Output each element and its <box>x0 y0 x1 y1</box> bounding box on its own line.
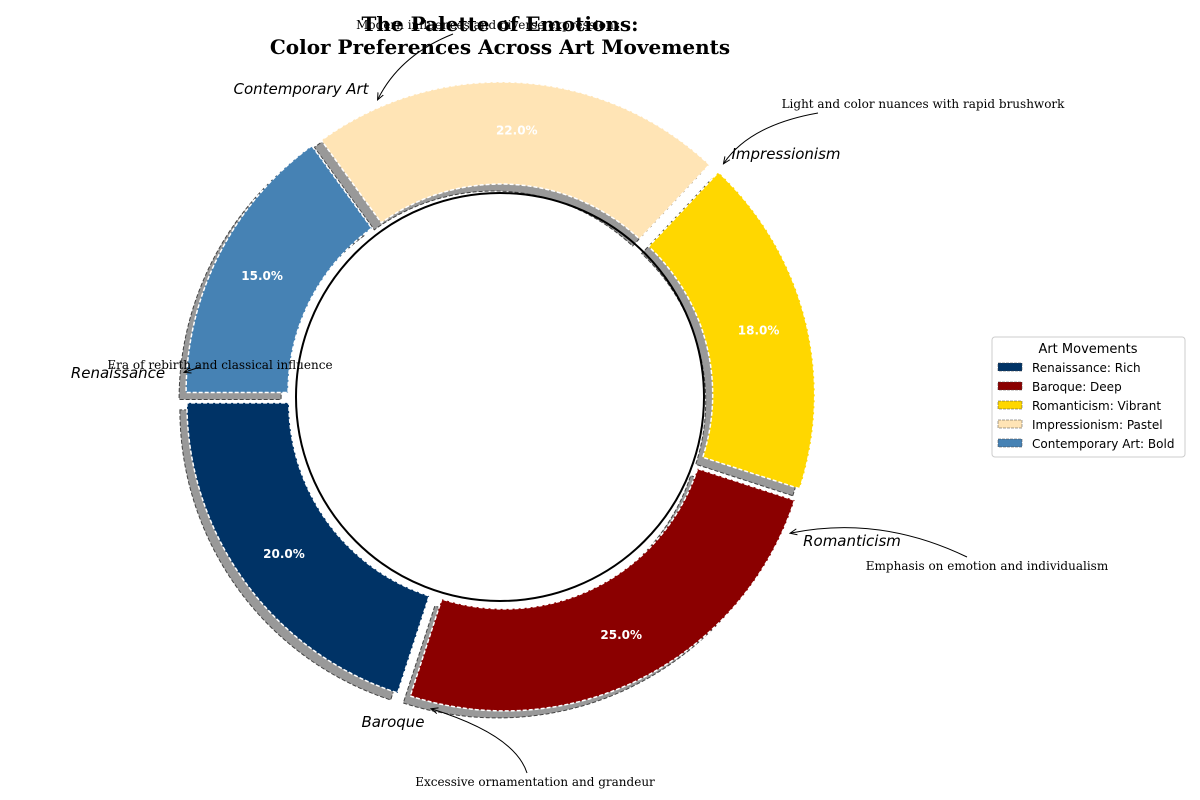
legend-swatch-0 <box>997 362 1023 372</box>
slice-romanticism[interactable] <box>647 171 816 490</box>
annotation-renaissance: Era of rebirth and classical influence <box>107 358 332 372</box>
legend: Art Movements Renaissance: Rich Baroque: … <box>991 336 1186 458</box>
legend-label-0: Renaissance: Rich <box>1032 361 1141 375</box>
legend-box <box>991 336 1186 458</box>
chart-title-line-1: The Palette of Emotions: <box>361 12 638 36</box>
annotation-contemporary-art: Modern influences and diverse expression… <box>356 18 620 32</box>
annotation-arrow-baroque <box>432 709 528 774</box>
legend-swatch-4 <box>997 438 1023 448</box>
slice-contemporary-art[interactable] <box>185 144 373 394</box>
legend-label-1: Baroque: Deep <box>1032 380 1122 394</box>
legend-label-3: Impressionism: Pastel <box>1032 418 1163 432</box>
slice-baroque[interactable] <box>409 467 796 712</box>
slice-impressionism[interactable] <box>320 81 711 241</box>
legend-label-4: Contemporary Art: Bold <box>1032 437 1174 451</box>
legend-swatch-2 <box>997 400 1023 410</box>
legend-swatch-3 <box>997 419 1023 429</box>
category-label-contemporary-art: Contemporary Art <box>233 80 369 98</box>
pct-label-romanticism: 18.0% <box>738 324 780 338</box>
legend-swatch-1 <box>997 381 1023 391</box>
legend-title: Art Movements <box>1038 342 1137 357</box>
pct-label-renaissance: 20.0% <box>263 547 305 561</box>
pct-label-contemporary-art: 15.0% <box>241 269 283 283</box>
pct-label-baroque: 25.0% <box>600 628 642 642</box>
annotation-baroque: Excessive ornamentation and grandeur <box>415 775 655 789</box>
labels-layer: 20.0% 25.0% 18.0% 22.0% 15.0% <box>241 124 779 642</box>
chart-title-line-2: Color Preferences Across Art Movements <box>270 35 730 59</box>
annotation-impressionism: Light and color nuances with rapid brush… <box>782 97 1066 111</box>
category-label-baroque: Baroque <box>361 713 424 731</box>
legend-label-2: Romanticism: Vibrant <box>1032 399 1161 413</box>
annotation-arrow-contemporary-art <box>378 33 454 99</box>
annotation-arrow-renaissance <box>185 366 201 372</box>
annotation-arrow-romanticism <box>791 527 968 558</box>
annotation-arrow-impressionism <box>724 112 819 163</box>
annotation-romanticism: Emphasis on emotion and individualism <box>866 559 1109 573</box>
pct-label-impressionism: 22.0% <box>496 124 538 138</box>
category-label-impressionism: Impressionism <box>731 145 840 163</box>
category-label-renaissance: Renaissance <box>71 364 165 382</box>
inner-ring-circle <box>295 192 705 602</box>
category-label-romanticism: Romanticism <box>803 532 901 550</box>
slice-renaissance[interactable] <box>186 402 431 694</box>
slices-layer <box>178 81 816 719</box>
